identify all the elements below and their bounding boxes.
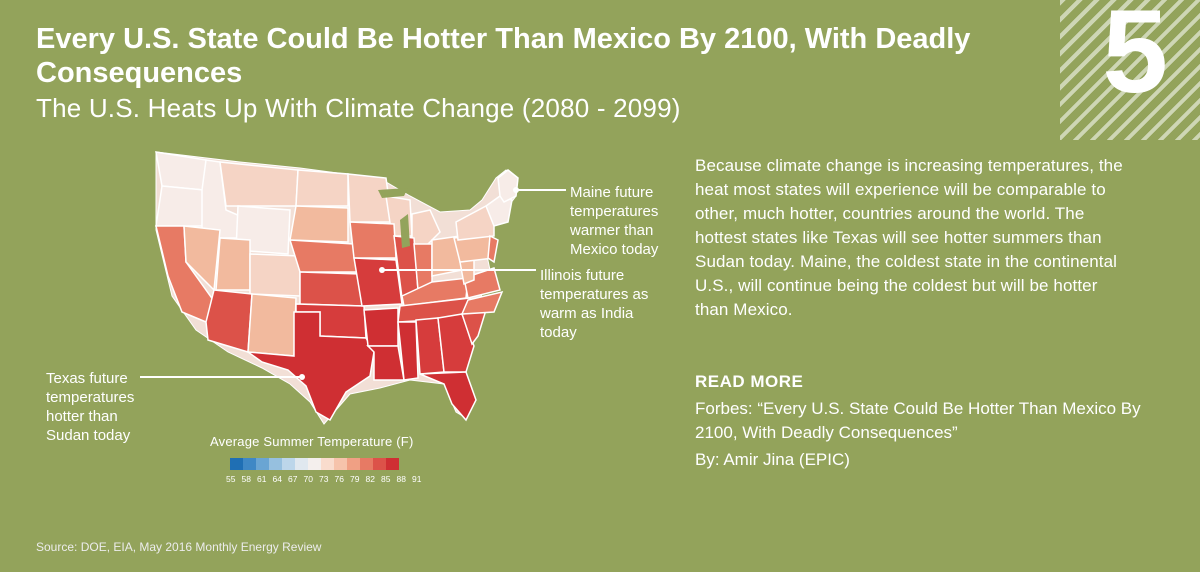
legend-tick-label: 76	[334, 474, 344, 484]
state-louisiana	[366, 345, 405, 381]
state-georgia	[437, 313, 475, 373]
illinois-annotation: Illinois future temperatures as warm as …	[540, 267, 649, 341]
state-south-dakota	[289, 205, 349, 243]
legend-tick-label: 88	[396, 474, 406, 484]
texas-annotation: Texas future temperatures hotter than Su…	[46, 370, 135, 444]
state-nebraska	[288, 239, 359, 273]
read-more-article-link[interactable]: Forbes: “Every U.S. State Could Be Hotte…	[695, 399, 1141, 442]
hatched-badge	[1060, 0, 1200, 140]
legend-tick-label: 55	[226, 474, 236, 484]
legend-swatch	[230, 458, 243, 470]
read-more-label: READ MORE	[695, 372, 804, 391]
legend-swatch	[308, 458, 321, 470]
infographic-subtitle: The U.S. Heats Up With Climate Change (2…	[36, 93, 681, 123]
state-montana	[219, 161, 299, 207]
state-florida	[419, 371, 477, 422]
infographic-title: Every U.S. State Could Be Hotter Than Me…	[36, 23, 971, 89]
legend-swatch	[282, 458, 295, 470]
state-new-england	[485, 195, 513, 227]
state-new-jersey	[487, 234, 499, 264]
legend-tick-label: 64	[272, 474, 282, 484]
legend-swatch	[360, 458, 373, 470]
legend-tick-label: 82	[365, 474, 375, 484]
legend-tick-label: 91	[412, 474, 422, 484]
legend-tick-label: 70	[303, 474, 313, 484]
source-note: Source: DOE, EIA, May 2016 Monthly Energ…	[36, 540, 322, 554]
body-paragraph: Because climate change is increasing tem…	[695, 156, 1123, 319]
texas-marker	[299, 374, 305, 380]
legend-swatch	[321, 458, 334, 470]
maine-annotation: Maine future temperatures warmer than Me…	[570, 184, 659, 258]
state-missouri	[353, 257, 403, 307]
legend-color-scale	[230, 458, 399, 470]
state-texas	[245, 311, 375, 422]
legend-swatch	[243, 458, 256, 470]
legend-tick-label: 85	[381, 474, 391, 484]
lake-superior	[378, 188, 408, 198]
read-more-byline: By: Amir Jina (EPIC)	[695, 450, 850, 469]
state-colorado	[249, 253, 301, 297]
maine-marker	[513, 187, 519, 193]
legend-swatch	[373, 458, 386, 470]
us-temperature-map	[140, 151, 566, 425]
legend-swatch	[347, 458, 360, 470]
legend-tick-label: 61	[257, 474, 267, 484]
legend-tick-label: 73	[319, 474, 329, 484]
legend-swatch	[334, 458, 347, 470]
legend-title: Average Summer Temperature (F)	[210, 434, 414, 449]
state-minnesota	[347, 173, 393, 223]
state-utah	[215, 237, 251, 291]
state-mississippi	[397, 321, 419, 381]
legend-swatch	[295, 458, 308, 470]
lake-michigan	[400, 214, 410, 248]
illinois-marker	[379, 267, 385, 273]
state-arkansas	[363, 307, 399, 347]
state-kansas	[299, 271, 363, 307]
legend-swatch	[256, 458, 269, 470]
state-north-carolina	[460, 290, 504, 315]
state-maine	[497, 169, 519, 203]
state-arizona	[205, 289, 253, 353]
state-oregon	[155, 185, 205, 227]
state-north-dakota	[295, 169, 349, 207]
state-new-mexico	[247, 293, 297, 357]
state-iowa	[349, 221, 397, 259]
legend-tick-label: 58	[241, 474, 251, 484]
badge-number: 5	[1102, 0, 1168, 118]
legend-tick-labels: 55 58 61 64 67 70 73 76 79 82 85 88 91	[226, 474, 428, 484]
legend-swatch	[386, 458, 399, 470]
legend-tick-label: 79	[350, 474, 360, 484]
legend-tick-label: 67	[288, 474, 298, 484]
legend-swatch	[269, 458, 282, 470]
